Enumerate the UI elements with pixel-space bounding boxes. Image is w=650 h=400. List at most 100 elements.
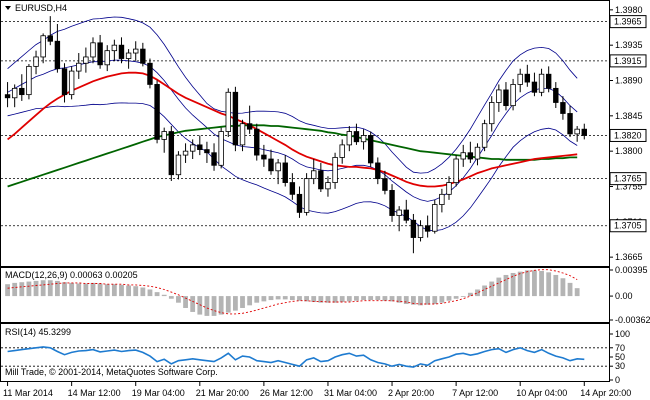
rsi-indicator	[1, 346, 609, 368]
macd-tick-label: -0.00362	[615, 315, 650, 325]
macd-bar	[133, 286, 139, 297]
candle-body	[567, 113, 573, 135]
macd-bar	[268, 296, 274, 301]
macd-bar	[147, 289, 153, 297]
macd-bar	[26, 281, 32, 297]
macd-bar	[375, 296, 381, 301]
candle-body	[346, 131, 353, 146]
time-tick-label: 7 Apr 12:00	[452, 388, 498, 398]
candle-body	[560, 102, 566, 114]
bollinger-upper	[7, 16, 578, 174]
time-tick-label: 14 Mar 12:00	[68, 388, 121, 398]
candle-body	[246, 123, 253, 130]
macd-bar	[539, 270, 544, 297]
macd-bar	[425, 296, 431, 305]
macd-bar	[218, 296, 224, 315]
macd-bar	[361, 296, 366, 301]
candle-body	[318, 170, 324, 190]
price-level-box	[609, 172, 647, 186]
macd-bar	[354, 296, 359, 301]
candle-body	[83, 56, 89, 64]
rsi-tick-label: 30	[615, 361, 625, 371]
candle-body	[474, 146, 481, 160]
rsi-tick-label: 0	[615, 375, 620, 385]
candle-body	[104, 50, 110, 66]
candle-body	[97, 42, 103, 66]
macd-bar	[104, 284, 110, 297]
candle-body	[496, 89, 502, 103]
macd-bar	[517, 271, 523, 297]
macd-bar	[389, 296, 395, 302]
candle-body	[232, 91, 239, 146]
price-tick-label: 1.3755	[615, 181, 643, 191]
candle-body	[154, 84, 160, 140]
candle-body	[403, 209, 409, 221]
macd-bar	[553, 274, 559, 297]
candle-body	[460, 152, 466, 160]
candle-body	[453, 158, 459, 183]
candle-body	[531, 81, 538, 93]
macd-bar	[432, 296, 438, 305]
macd-bar	[503, 274, 509, 297]
candle-body	[467, 152, 474, 160]
candle-body	[26, 65, 32, 96]
candle-body	[61, 68, 68, 96]
price-panel[interactable]	[0, 0, 610, 267]
rsi-label: RSI(14) 45.3299	[5, 327, 71, 337]
candle-body	[90, 42, 96, 58]
macd-bar	[311, 296, 317, 303]
candle-body	[303, 178, 310, 213]
macd-bar	[183, 296, 188, 308]
macd-bar	[161, 294, 167, 297]
rsi-tick-label: 50	[615, 352, 625, 362]
macd-bar	[332, 296, 338, 303]
candle-body	[382, 178, 388, 191]
macd-bar	[475, 289, 480, 297]
candle-body	[417, 225, 424, 238]
candle-body	[410, 219, 417, 238]
macd-bar	[524, 270, 530, 297]
candle-body	[553, 87, 559, 103]
candle-body	[140, 48, 146, 64]
candle-body	[439, 193, 445, 205]
macd-bar	[460, 296, 466, 297]
candle-body	[545, 73, 552, 89]
candle-body	[161, 131, 167, 140]
rsi-panel[interactable]	[0, 323, 610, 382]
macd-bar	[368, 296, 374, 301]
macd-label: MACD(12,26,9) 0.00063 0.00205	[5, 270, 138, 280]
candle-body	[517, 73, 523, 85]
macd-bar	[76, 283, 82, 297]
price-level-label: 1.3915	[614, 56, 642, 66]
candle-body	[325, 182, 331, 190]
candle-body	[175, 154, 182, 176]
candle-body	[254, 128, 260, 156]
time-tick-label: 2 Apr 20:00	[388, 388, 434, 398]
macd-bar	[254, 296, 260, 303]
candle-body	[239, 123, 246, 146]
candle-body	[339, 144, 345, 158]
macd-bar	[233, 296, 238, 311]
macd-bar	[197, 296, 203, 315]
candle-body	[268, 158, 274, 172]
candle-body	[432, 204, 438, 232]
macd-bar	[97, 283, 103, 297]
macd-bar	[446, 296, 452, 301]
candle-body	[204, 149, 210, 154]
candle-body	[19, 87, 25, 96]
macd-bar	[467, 292, 473, 297]
price-level-box	[609, 219, 647, 233]
candle-body	[54, 40, 61, 70]
macd-bar	[190, 296, 196, 312]
macd-bar	[574, 288, 580, 297]
time-tick-label: 11 Mar 2014	[3, 388, 53, 398]
price-level-label: 1.3820	[614, 130, 642, 140]
price-tick-label: 1.3845	[615, 111, 643, 121]
price-level-box	[609, 128, 647, 142]
candle-body	[182, 150, 189, 156]
candle-body	[581, 128, 587, 136]
triangle-down-icon[interactable]	[5, 6, 11, 10]
rsi-line	[7, 346, 585, 368]
macd-bar	[318, 296, 324, 303]
